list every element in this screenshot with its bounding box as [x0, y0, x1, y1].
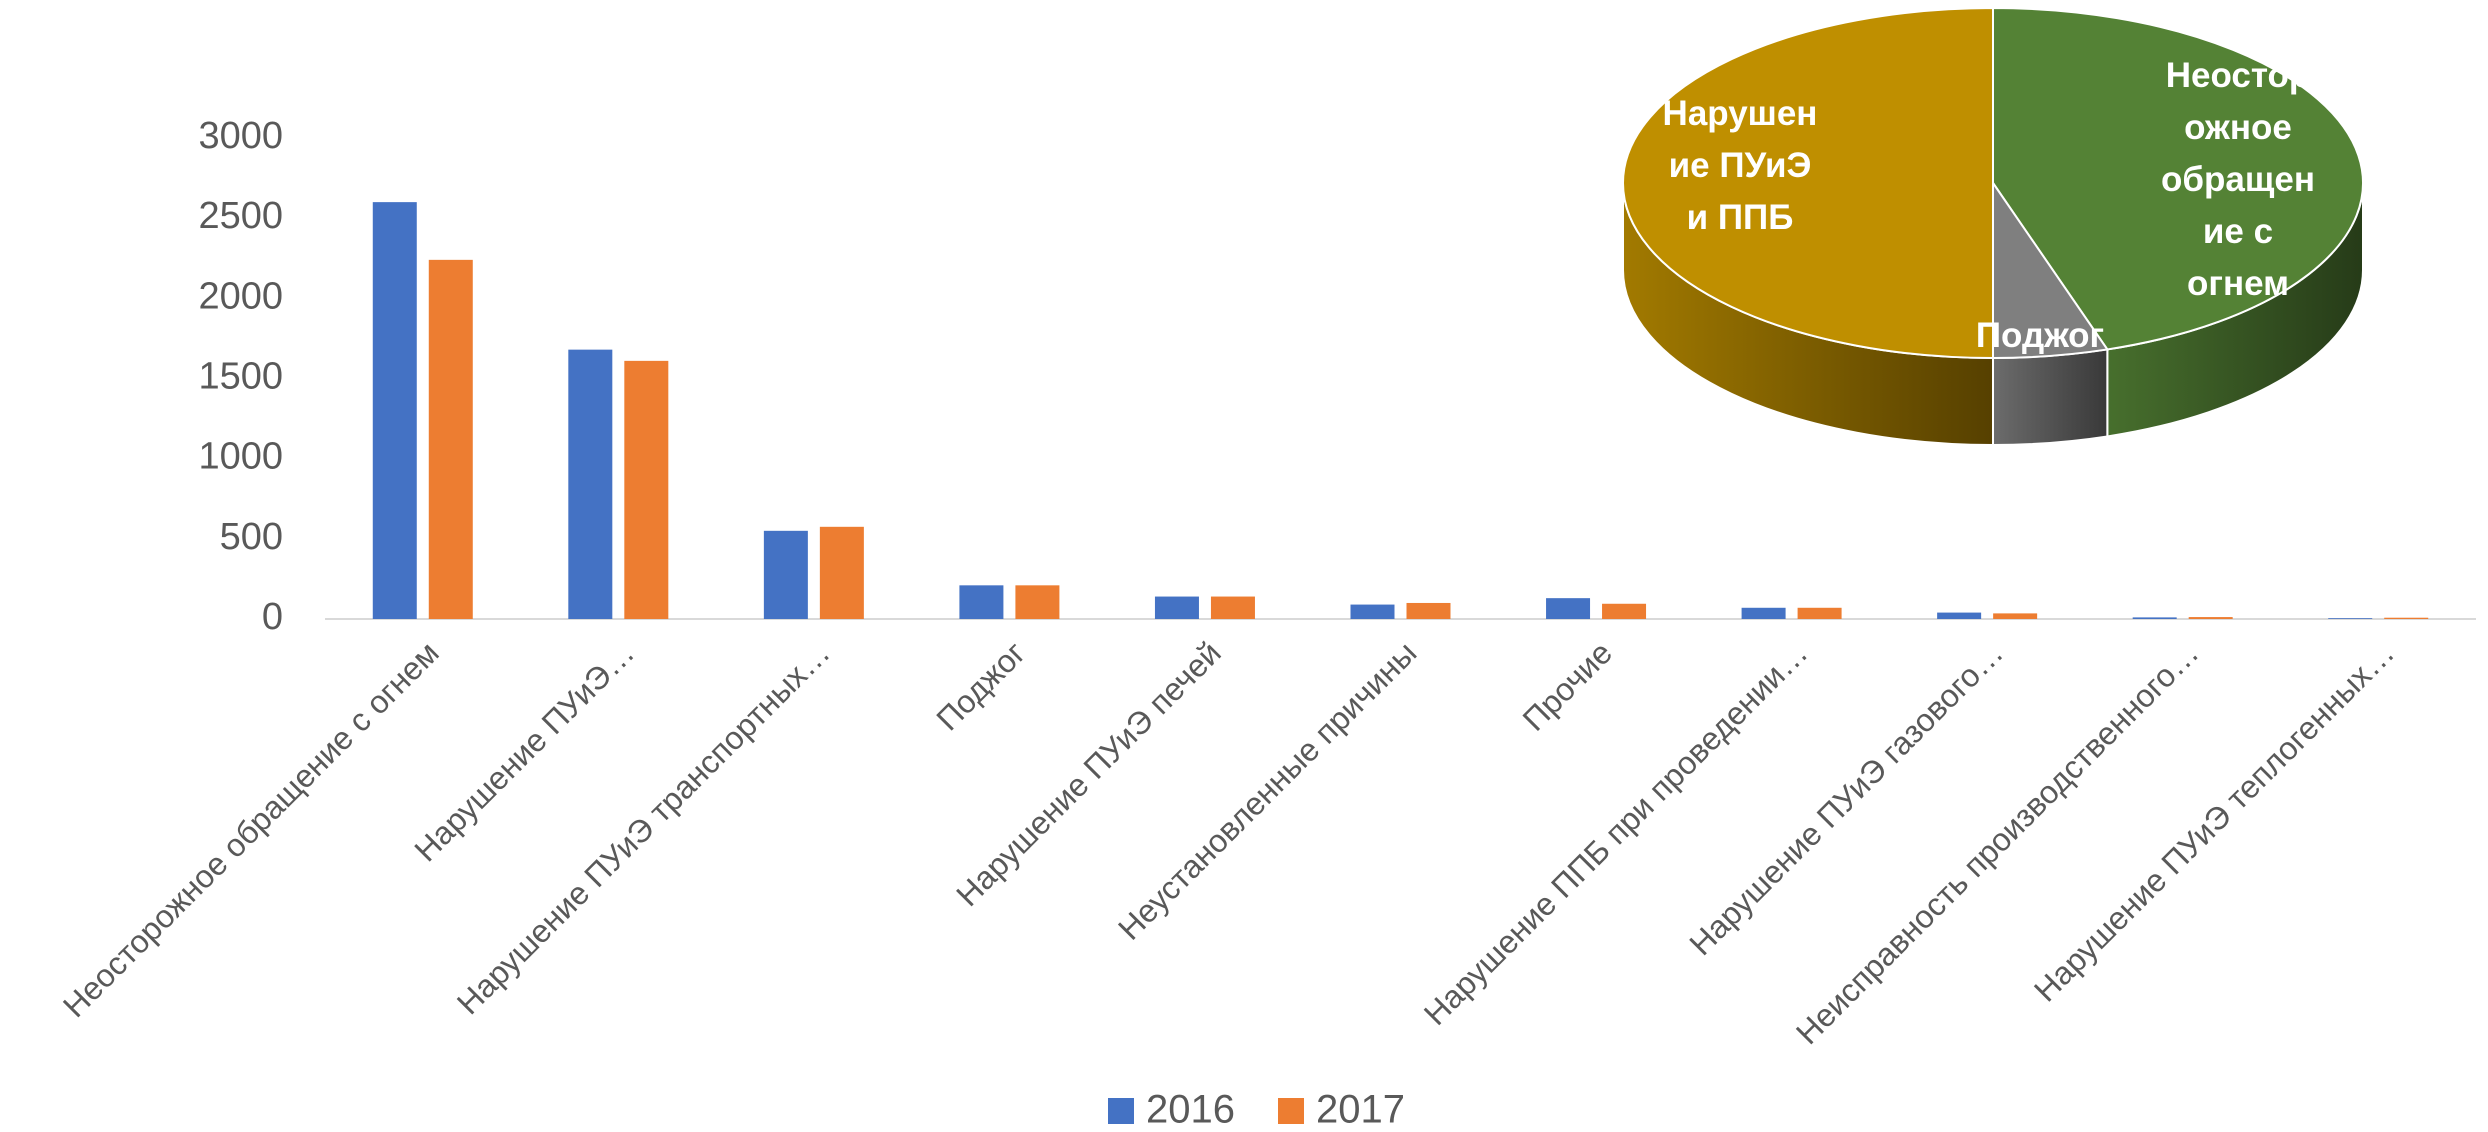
x-tick-label: Нарушение ППБ при проведении…: [1417, 634, 1815, 1032]
x-tick-label: Неосторожное обращение с огнем: [56, 634, 446, 1024]
legend-swatch: [1108, 1098, 1134, 1124]
legend-label: 2016: [1146, 1088, 1235, 1132]
x-tick-label: Нарушение ПУиЭ транспортных…: [450, 634, 837, 1021]
bar: [624, 360, 669, 619]
x-tick-label: Поджог: [929, 634, 1032, 737]
x-tick-label: Нарушение ПУиЭ теплогенных…: [2027, 634, 2401, 1008]
bar: [428, 259, 473, 619]
legend-label: 2017: [1316, 1088, 1405, 1132]
y-tick-label: 1000: [198, 436, 283, 478]
bar: [372, 202, 417, 619]
bar: [1406, 602, 1451, 619]
x-tick-label: Нарушение ПУиЭ…: [407, 634, 641, 868]
bar: [2328, 618, 2373, 619]
y-tick-label: 500: [220, 516, 283, 558]
x-tick-label: Прочие: [1516, 634, 1619, 737]
bar: [1350, 604, 1395, 619]
y-tick-label: 3000: [198, 115, 283, 157]
pie-slice: [1992, 6, 2364, 351]
bar: [1546, 598, 1591, 619]
bar: [1154, 596, 1199, 619]
bar: [2384, 617, 2429, 619]
y-tick-label: 2500: [198, 195, 283, 237]
bar: [1937, 612, 1982, 619]
bar: [1993, 613, 2038, 619]
y-tick-label: 0: [262, 596, 283, 638]
legend-swatch: [1278, 1098, 1304, 1124]
pie-slice: [1622, 6, 1994, 360]
bar: [2132, 617, 2177, 619]
bar: [1210, 596, 1255, 619]
legend: 2016 2017: [1108, 1088, 1405, 1132]
x-tick-label: Неисправность производственного…: [1789, 634, 2206, 1051]
y-tick-label: 1500: [198, 356, 283, 398]
pie-side: [1992, 348, 2109, 447]
bar: [1602, 603, 1647, 619]
pie-label: Нарушение ПУиЭ и ППБ: [1662, 94, 1818, 237]
bar: [2188, 617, 2233, 619]
pie-label: Поджог: [1975, 316, 2105, 355]
bar: [959, 585, 1004, 619]
bar: [1015, 585, 1060, 619]
bar: [568, 349, 613, 619]
pie-label: Неосторожное обращение с огнем: [2161, 56, 2315, 303]
bar: [1797, 607, 1842, 619]
bar: [819, 526, 864, 619]
y-tick-label: 2000: [198, 275, 283, 317]
x-tick-label: Нарушение ПУиЭ газового…: [1682, 634, 2010, 962]
bar: [763, 530, 808, 619]
bar: [1741, 607, 1786, 619]
